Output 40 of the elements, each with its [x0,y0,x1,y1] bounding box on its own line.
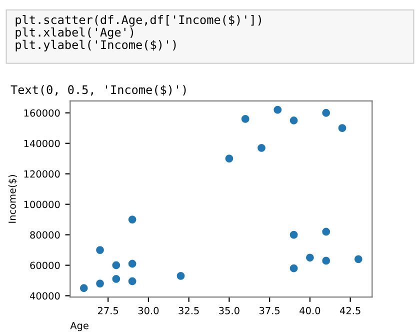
point [225,154,234,163]
point [290,116,298,124]
text: plt.scatter(df.Age,df['Income($)']) plt.xlabel('Age') plt.ylabel('Income($)') [16,14,262,52]
point [338,124,346,132]
y-tick-label: 80000 [30,231,60,239]
point [96,280,104,288]
x-axis-title: Age [70,322,88,332]
point [290,264,298,272]
point [112,275,120,283]
point [322,108,330,117]
point [241,115,250,123]
point [322,256,330,265]
x-tick-label: 30.0 [138,306,159,314]
point [306,254,314,262]
x-tick-label: 27.5 [98,306,118,314]
point [80,284,88,292]
point [274,106,282,114]
point [128,277,136,286]
point [112,261,120,270]
y-axis-title: Income($) [8,175,18,223]
point [176,272,185,280]
x-tick-label: 42.5 [340,306,360,314]
point [96,246,104,254]
y-tick-label: 120000 [24,170,60,178]
x-tick-label: 32.5 [178,306,199,314]
y-tick-label: 100000 [24,200,60,208]
y-tick-label: 140000 [24,140,60,148]
y-tick-label: 40000 [30,292,60,300]
point [128,260,136,268]
x-tick-label: 35.0 [219,306,240,314]
x-tick-label: 37.5 [259,306,280,314]
point [322,228,330,236]
point [290,230,298,239]
point [258,144,266,152]
text: Text(0, 0.5, 'Income($)') [10,84,186,96]
point [354,255,362,264]
point [128,216,136,224]
y-tick-label: 160000 [24,109,60,117]
x-tick-label: 40.0 [300,306,320,314]
y-tick-label: 60000 [30,262,60,270]
